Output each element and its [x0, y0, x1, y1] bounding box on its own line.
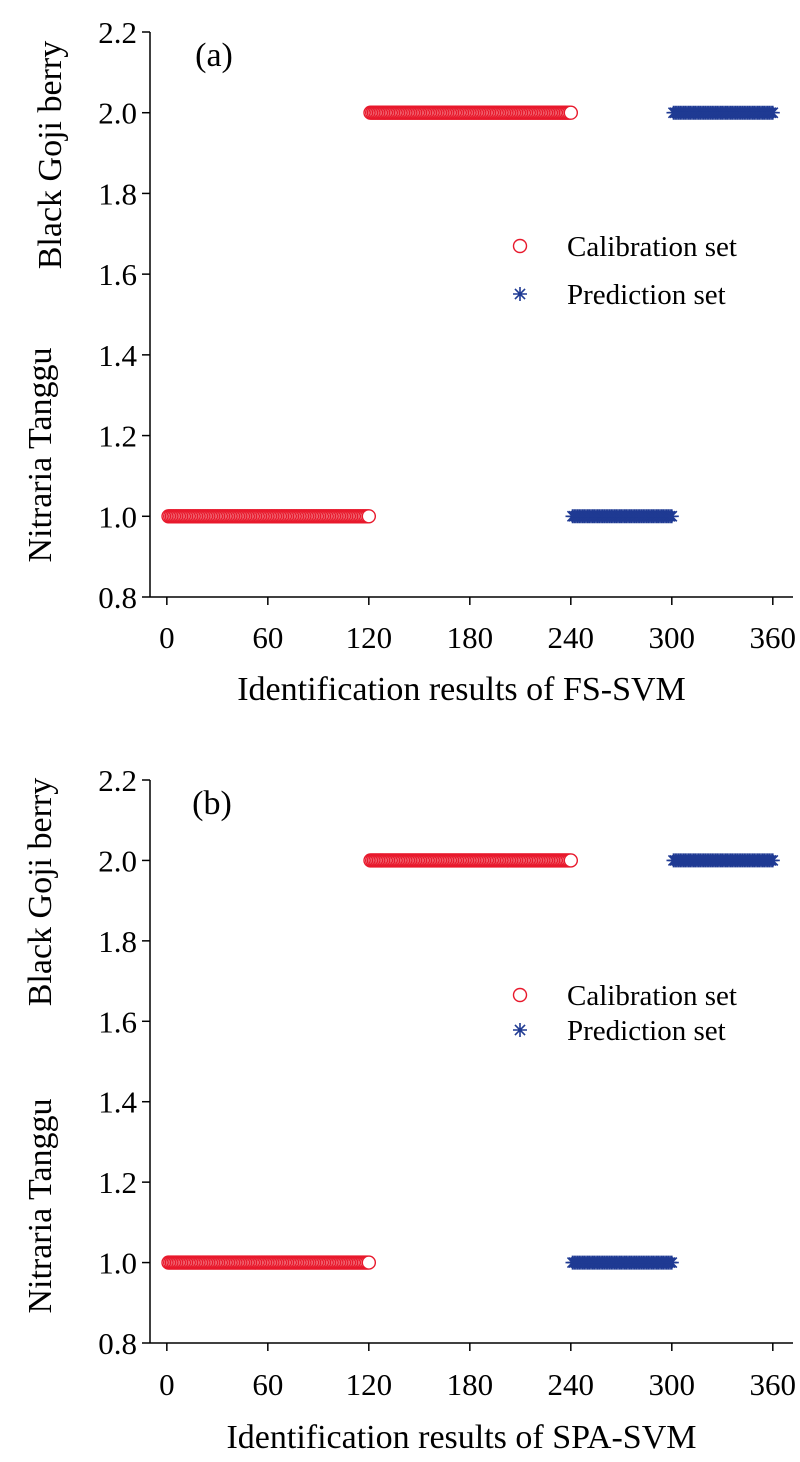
- x-tick-label: 300: [649, 620, 696, 655]
- y-tick-label: 2.2: [98, 763, 137, 798]
- data-point: [361, 1255, 377, 1270]
- x-tick-label: 180: [447, 1367, 494, 1402]
- data-point: [563, 853, 579, 868]
- x-tick-label: 0: [159, 620, 175, 655]
- x-tick-label: 60: [252, 1367, 283, 1402]
- legend-label: Calibration set: [567, 231, 737, 263]
- y-tick-label: 0.8: [98, 580, 137, 615]
- y-tick-label: 1.6: [98, 257, 137, 292]
- series-prediction-set: [565, 853, 780, 1270]
- x-tick-label: 300: [649, 1367, 696, 1402]
- legend-asterisk-icon: [513, 287, 527, 301]
- chart-panel-2: 0.8 1.0 1.2 1.4 1.6 1.8 2.0 2.2 0 60 120 180 240 300 3…: [22, 763, 796, 1456]
- x-tick-label: 360: [750, 1367, 797, 1402]
- y-tick-label: 1.2: [98, 419, 137, 454]
- y-tick-label: 2.0: [98, 843, 137, 878]
- y-tick-label: 1.2: [98, 1165, 137, 1200]
- legend-label: Prediction set: [567, 1015, 726, 1047]
- x-axis-label: Identification results of SPA-SVM: [226, 1419, 696, 1456]
- y-tick-label: 1.0: [98, 499, 137, 534]
- y-tick-label: 1.4: [98, 338, 137, 373]
- y-tick-label: 1.0: [98, 1246, 137, 1281]
- y-axis-label-lower: Nitraria Tanggu: [22, 347, 59, 562]
- y-axis-label-lower: Nitraria Tanggu: [22, 1098, 59, 1313]
- legend-label: Prediction set: [567, 279, 726, 311]
- series-calibration-set: [161, 105, 579, 524]
- legend-circle-icon: [512, 987, 528, 1003]
- chart-panel-1: 0.8 1.0 1.2 1.4 1.6 1.8 2.0 2.2 0 60 120 180 240 300 3…: [22, 15, 796, 708]
- y-tick-label: 2.0: [98, 96, 137, 131]
- legend: Calibration set Prediction set: [512, 231, 737, 311]
- x-tick-label: 360: [750, 620, 797, 655]
- panel-label: (a): [195, 37, 233, 74]
- y-axis-label-upper: Black Goji berry: [22, 778, 59, 1007]
- legend-label: Calibration set: [567, 980, 737, 1012]
- y-tick-label: 1.4: [98, 1085, 137, 1120]
- x-axis-label: Identification results of FS-SVM: [237, 671, 686, 708]
- x-tick-label: 240: [548, 620, 595, 655]
- x-tick-label: 120: [346, 1367, 393, 1402]
- y-tick-label: 1.8: [98, 176, 137, 211]
- series-prediction-set: [565, 105, 780, 524]
- series-calibration-set: [161, 853, 579, 1270]
- legend-circle-icon: [512, 238, 528, 254]
- legend-asterisk-icon: [513, 1023, 527, 1037]
- panel-label: (b): [192, 785, 232, 822]
- x-tick-label: 240: [548, 1367, 595, 1402]
- x-tick-label: 0: [159, 1367, 175, 1402]
- data-point: [765, 105, 780, 120]
- y-tick-label: 2.2: [98, 15, 137, 50]
- y-axis-label-upper: Black Goji berry: [32, 41, 69, 270]
- data-point: [664, 509, 679, 524]
- data-point: [765, 853, 780, 868]
- y-tick-label: 1.6: [98, 1004, 137, 1039]
- y-tick-label: 1.8: [98, 924, 137, 959]
- x-tick-label: 180: [447, 620, 494, 655]
- data-point: [361, 509, 377, 524]
- y-tick-label: 0.8: [98, 1326, 137, 1361]
- x-tick-label: 120: [346, 620, 393, 655]
- data-point: [563, 105, 579, 120]
- x-tick-label: 60: [252, 620, 283, 655]
- data-point: [664, 1255, 679, 1270]
